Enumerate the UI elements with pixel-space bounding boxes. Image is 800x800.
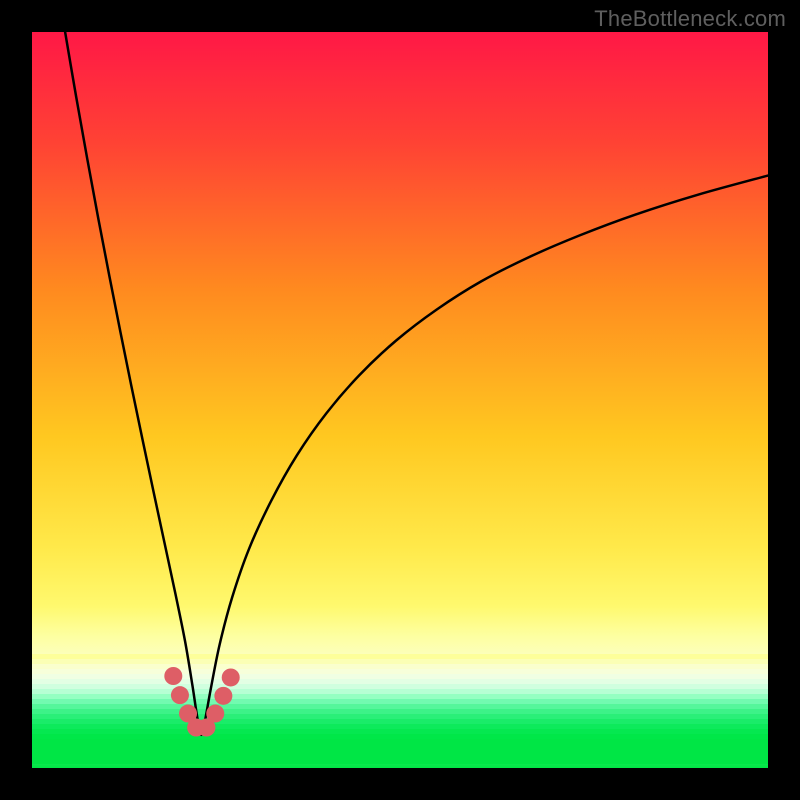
- watermark: TheBottleneck.com: [594, 6, 786, 32]
- trough-marker: [222, 668, 240, 686]
- trough-marker: [206, 705, 224, 723]
- trough-marker: [171, 686, 189, 704]
- minimum-markers: [164, 667, 239, 737]
- bottleneck-curve: [32, 32, 768, 768]
- trough-marker: [164, 667, 182, 685]
- plot-area: [32, 32, 768, 768]
- curve-path: [65, 32, 768, 735]
- trough-marker: [214, 687, 232, 705]
